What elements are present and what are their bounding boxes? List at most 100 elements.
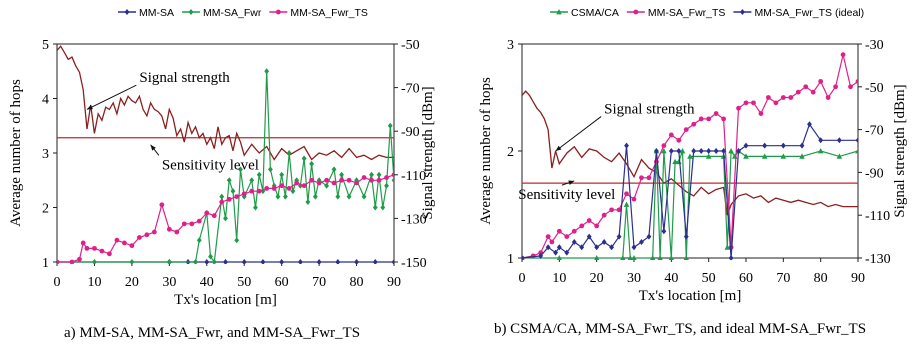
- annotation-label: Signal strength: [604, 102, 695, 118]
- x-axis-label: Tx's location [m]: [639, 288, 742, 304]
- data-point: [564, 234, 570, 240]
- data-point: [825, 95, 831, 100]
- data-point: [256, 171, 262, 178]
- data-point: [650, 255, 656, 260]
- x-tick-label: 0: [54, 275, 61, 290]
- data-point: [84, 245, 90, 251]
- data-point: [286, 186, 292, 191]
- data-point: [553, 249, 558, 256]
- data-point: [196, 237, 202, 244]
- data-point: [346, 193, 352, 200]
- data-point: [354, 180, 359, 186]
- data-point: [780, 153, 787, 159]
- data-point: [208, 253, 213, 260]
- x-tick-label: 80: [350, 275, 364, 290]
- y2-tick-label: -110: [401, 169, 426, 184]
- data-point: [679, 148, 686, 154]
- data-point: [249, 188, 255, 194]
- data-point: [728, 148, 734, 154]
- data-point: [204, 210, 210, 216]
- y-axis-label: Average number of hops: [8, 79, 24, 227]
- data-point: [279, 171, 285, 178]
- data-point: [312, 193, 318, 200]
- data-point: [223, 215, 228, 222]
- chart-panel-b: CSMA/CA MM-SA_Fwr_TS MM-SA_Fwr_TS (ideal) 1…: [478, 7, 908, 337]
- data-point: [683, 255, 689, 260]
- data-point: [301, 155, 307, 162]
- x-tick-label: 10: [87, 275, 101, 290]
- data-point: [241, 191, 247, 197]
- data-point: [780, 95, 786, 100]
- x-tick-label: 30: [162, 275, 176, 290]
- data-point: [538, 252, 544, 259]
- y2-axis-label: Signal strength [dBm]: [420, 86, 436, 219]
- data-point: [253, 204, 258, 211]
- y2-tick-label: -90: [401, 125, 420, 140]
- x-tick-label: 50: [702, 271, 716, 286]
- y2-tick-label: -70: [401, 82, 420, 97]
- data-point: [833, 84, 838, 90]
- data-point: [762, 142, 768, 149]
- data-point: [384, 175, 389, 180]
- data-point: [286, 150, 292, 156]
- data-point: [549, 239, 555, 245]
- data-point: [384, 182, 389, 189]
- data-point: [743, 100, 749, 106]
- data-point: [631, 255, 637, 260]
- data-point: [230, 188, 236, 195]
- data-point: [698, 148, 704, 154]
- data-point: [264, 68, 270, 75]
- data-point: [672, 158, 678, 165]
- data-point: [817, 148, 824, 154]
- data-point: [279, 259, 285, 264]
- data-point: [631, 196, 637, 202]
- data-point: [676, 148, 682, 154]
- y-tick-label: 3: [507, 38, 514, 53]
- data-point: [743, 153, 749, 159]
- data-point: [736, 148, 741, 154]
- data-point: [380, 204, 386, 211]
- data-point: [639, 175, 644, 181]
- annotation-arrowhead: [86, 104, 93, 110]
- data-point: [129, 259, 135, 264]
- legend-marker: [275, 9, 281, 15]
- y2-tick-label: -110: [865, 209, 890, 224]
- data-point: [193, 259, 198, 264]
- data-point: [166, 226, 172, 232]
- y2-tick-label: -50: [865, 81, 884, 96]
- x-tick-label: 30: [627, 271, 641, 286]
- chart-caption: a) MM-SA, MM-SA_Fwr, and MM-SA_Fwr_TS: [64, 325, 360, 341]
- data-point: [335, 193, 341, 200]
- data-point: [668, 132, 674, 138]
- data-point: [335, 259, 341, 264]
- legend-item: MM-SA_Fwr_TS (ideal): [733, 7, 864, 19]
- data-point: [571, 238, 577, 245]
- data-point: [818, 79, 824, 84]
- legend-marker: [188, 9, 194, 15]
- annotation-arrowhead: [568, 180, 575, 185]
- data-point: [283, 193, 288, 200]
- data-point: [616, 233, 622, 240]
- x-tick-label: 20: [125, 275, 139, 290]
- legend-label: CSMA/CA: [571, 7, 619, 19]
- legend-label: MM-SA_Fwr_TS: [648, 7, 726, 19]
- data-point: [627, 255, 633, 260]
- data-point: [609, 244, 614, 251]
- y2-tick-label: -70: [865, 124, 884, 139]
- data-point: [387, 122, 393, 129]
- annotation-arrow: [86, 84, 137, 110]
- data-point: [99, 248, 105, 254]
- data-point: [556, 255, 562, 260]
- data-point: [114, 237, 120, 243]
- data-point: [219, 199, 225, 205]
- data-point: [305, 199, 311, 206]
- data-point: [391, 177, 394, 184]
- legend-item: MM-SA_Fwr: [182, 7, 262, 19]
- data-point: [264, 186, 270, 191]
- data-point: [238, 166, 243, 173]
- data-point: [623, 201, 630, 207]
- data-point: [646, 175, 652, 181]
- data-point: [196, 218, 202, 224]
- y-tick-label: 5: [42, 38, 49, 53]
- data-point: [530, 253, 536, 259]
